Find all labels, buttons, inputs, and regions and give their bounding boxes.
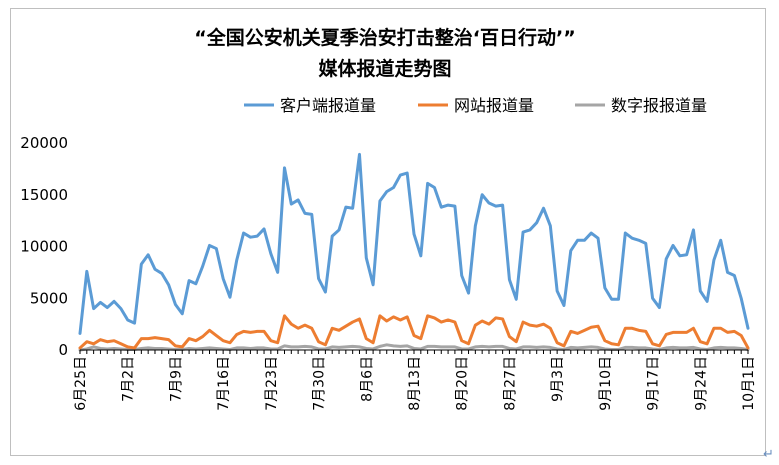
x-tick-label: 7月23日 bbox=[264, 356, 280, 411]
x-tick-label: 10月1日 bbox=[741, 356, 757, 411]
chart-subtitle: 媒体报道走势图 bbox=[318, 57, 451, 80]
series-line-0 bbox=[78, 152, 750, 335]
series-line-1 bbox=[78, 314, 750, 350]
legend-label-1: 网站报道量 bbox=[454, 96, 534, 115]
x-tick-label: 7月9日 bbox=[168, 356, 184, 402]
x-tick-label: 8月13日 bbox=[407, 356, 423, 411]
x-tick-label: 8月6日 bbox=[359, 356, 375, 402]
x-tick-label: 9月17日 bbox=[646, 356, 662, 411]
chart-title: “全国公安机关夏季治安打击整治‘百日行动’” bbox=[194, 26, 575, 49]
y-tick-label: 0 bbox=[58, 341, 68, 359]
x-tick-label: 9月24日 bbox=[693, 356, 709, 411]
legend-label-0: 客户端报道量 bbox=[280, 96, 376, 115]
x-tick-label: 9月10日 bbox=[598, 356, 614, 411]
paragraph-return-mark: ↵ bbox=[763, 447, 774, 462]
y-tick-label: 5000 bbox=[30, 289, 68, 307]
legend: 客户端报道量 网站报道量 数字报报道量 bbox=[244, 96, 707, 115]
chart-frame bbox=[10, 8, 766, 456]
series-line-2 bbox=[78, 343, 750, 352]
x-tick-label: 8月27日 bbox=[502, 356, 518, 411]
x-tick-label: 7月2日 bbox=[121, 356, 137, 402]
x-tick-label: 9月3日 bbox=[550, 356, 566, 402]
x-axis: 6月25日 7月2日 7月9日 7月16日 7月23日 7月30日 8月6日 8月13日 8月2… bbox=[73, 349, 757, 411]
y-tick-label: 10000 bbox=[20, 238, 68, 256]
x-tick-label: 7月30日 bbox=[312, 356, 328, 411]
x-tick-label: 7月16日 bbox=[216, 356, 232, 411]
y-tick-label: 15000 bbox=[20, 186, 68, 204]
y-tick-label: 20000 bbox=[20, 134, 68, 152]
plot-area bbox=[78, 152, 750, 352]
legend-label-2: 数字报报道量 bbox=[611, 96, 707, 115]
x-tick-label: 8月20日 bbox=[455, 356, 471, 411]
x-tick-label: 6月25日 bbox=[73, 356, 89, 411]
y-axis: 20000 15000 10000 5000 0 bbox=[20, 134, 68, 359]
